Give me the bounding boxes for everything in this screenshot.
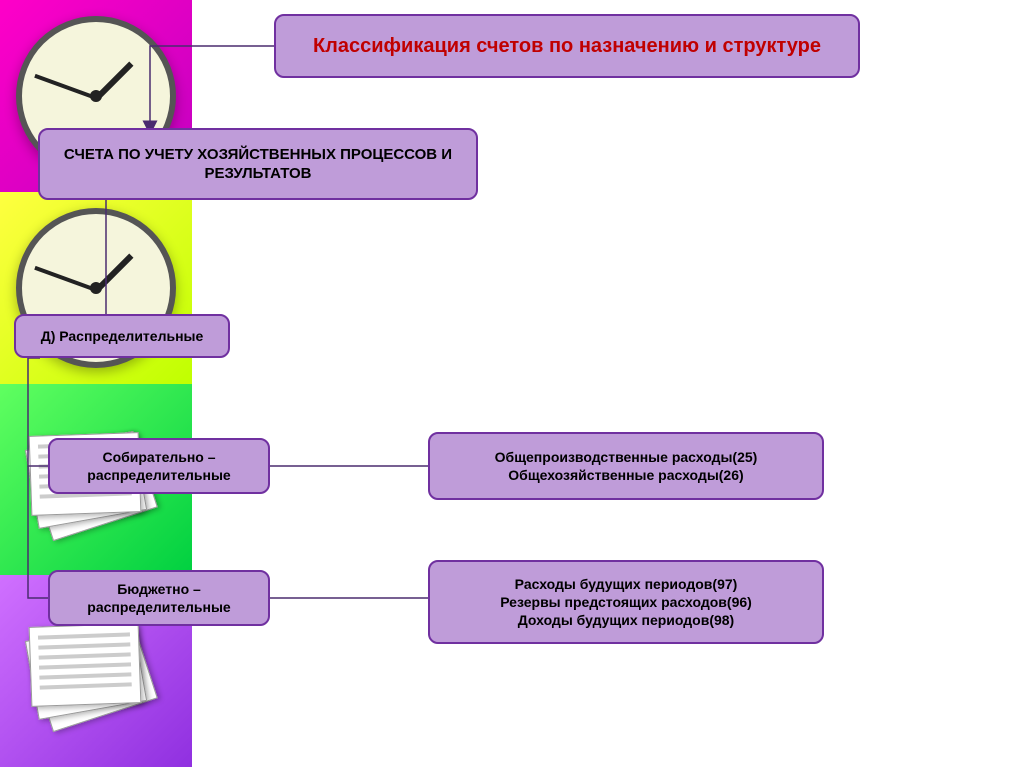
detail-line: Общепроизводственные расходы(25) — [495, 448, 758, 466]
detail-line: Резервы предстоящих расходов(96) — [500, 593, 752, 611]
category-text: СЧЕТА ПО УЧЕТУ ХОЗЯЙСТВЕННЫХ ПРОЦЕССОВ И… — [52, 145, 464, 184]
title-text: Классификация счетов по назначению и стр… — [313, 33, 821, 59]
detail-line: Расходы будущих периодов(97) — [500, 575, 752, 593]
child-box-b: Бюджетно – распределительные — [48, 570, 270, 626]
subcategory-box: Д) Распределительные — [14, 314, 230, 358]
subcategory-text: Д) Распределительные — [41, 327, 204, 345]
detail-line: Доходы будущих периодов(98) — [500, 611, 752, 629]
detail-box-a: Общепроизводственные расходы(25) Общехоз… — [428, 432, 824, 500]
child-b-text: Бюджетно – распределительные — [62, 580, 256, 616]
detail-a-lines: Общепроизводственные расходы(25) Общехоз… — [495, 448, 758, 484]
detail-box-b: Расходы будущих периодов(97) Резервы пре… — [428, 560, 824, 644]
category-box: СЧЕТА ПО УЧЕТУ ХОЗЯЙСТВЕННЫХ ПРОЦЕССОВ И… — [38, 128, 478, 200]
detail-b-lines: Расходы будущих периодов(97) Резервы пре… — [500, 575, 752, 630]
title-box: Классификация счетов по назначению и стр… — [274, 14, 860, 78]
child-box-a: Собирательно – распределительные — [48, 438, 270, 494]
diagram-canvas: Классификация счетов по назначению и стр… — [0, 0, 1024, 767]
connector-lines — [0, 0, 1024, 767]
detail-line: Общехозяйственные расходы(26) — [495, 466, 758, 484]
child-a-text: Собирательно – распределительные — [62, 448, 256, 484]
